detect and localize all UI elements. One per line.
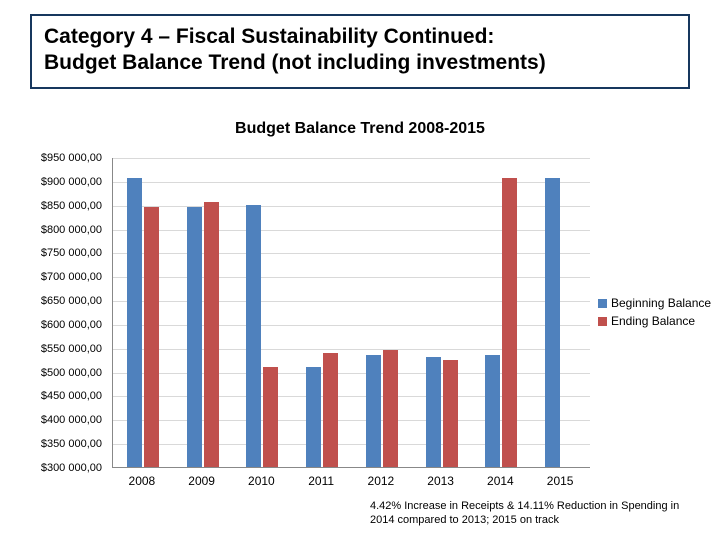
y-tick-label: $450 000,00 <box>41 390 102 402</box>
legend-swatch-icon <box>598 299 607 308</box>
y-tick-label: $550 000,00 <box>41 343 102 355</box>
legend-swatch-icon <box>598 317 607 326</box>
bar-beginning-balance <box>246 205 261 467</box>
bar-ending-balance <box>263 367 278 467</box>
x-tick-label: 2009 <box>188 474 215 488</box>
x-tick-label: 2014 <box>487 474 514 488</box>
legend-item-ending: Ending Balance <box>598 314 711 328</box>
bar-beginning-balance <box>366 355 381 467</box>
x-tick-label: 2013 <box>427 474 454 488</box>
title-line-1: Category 4 – Fiscal Sustainability Conti… <box>44 24 676 50</box>
grid-line <box>113 158 590 159</box>
x-tick-label: 2008 <box>129 474 156 488</box>
y-tick-label: $600 000,00 <box>41 319 102 331</box>
title-box: Category 4 – Fiscal Sustainability Conti… <box>30 14 690 89</box>
bar-ending-balance <box>204 202 219 467</box>
chart-area: $300 000,00$350 000,00$400 000,00$450 00… <box>20 158 590 468</box>
grid-line <box>113 349 590 350</box>
grid-line <box>113 301 590 302</box>
grid-line <box>113 420 590 421</box>
bar-ending-balance <box>502 178 517 467</box>
grid-line <box>113 325 590 326</box>
chart-plot <box>112 158 590 468</box>
bar-ending-balance <box>383 350 398 467</box>
y-tick-label: $650 000,00 <box>41 295 102 307</box>
y-tick-label: $300 000,00 <box>41 462 102 474</box>
grid-line <box>113 230 590 231</box>
bar-ending-balance <box>443 360 458 467</box>
y-tick-label: $750 000,00 <box>41 247 102 259</box>
legend-label: Beginning Balance <box>611 296 711 310</box>
legend: Beginning Balance Ending Balance <box>598 296 711 332</box>
y-tick-label: $900 000,00 <box>41 176 102 188</box>
legend-item-beginning: Beginning Balance <box>598 296 711 310</box>
bar-ending-balance <box>144 207 159 467</box>
y-axis-labels: $300 000,00$350 000,00$400 000,00$450 00… <box>20 158 108 468</box>
bar-beginning-balance <box>127 178 142 467</box>
bar-ending-balance <box>323 353 338 467</box>
bar-beginning-balance <box>426 357 441 467</box>
grid-line <box>113 444 590 445</box>
x-tick-label: 2012 <box>368 474 395 488</box>
grid-line <box>113 396 590 397</box>
bar-beginning-balance <box>545 178 560 467</box>
bar-beginning-balance <box>306 367 321 467</box>
grid-line <box>113 373 590 374</box>
x-tick-label: 2011 <box>308 474 334 488</box>
x-tick-label: 2010 <box>248 474 275 488</box>
grid-line <box>113 277 590 278</box>
grid-line <box>113 206 590 207</box>
y-tick-label: $700 000,00 <box>41 271 102 283</box>
footnote: 4.42% Increase in Receipts & 14.11% Redu… <box>370 500 690 528</box>
x-axis-labels: 2008 2009 2010 2011 2012 2013 2014 2015 <box>112 470 590 490</box>
bar-beginning-balance <box>485 355 500 467</box>
title-line-2: Budget Balance Trend (not including inve… <box>44 50 676 76</box>
y-tick-label: $400 000,00 <box>41 414 102 426</box>
bar-beginning-balance <box>187 207 202 467</box>
grid-line <box>113 182 590 183</box>
y-tick-label: $850 000,00 <box>41 200 102 212</box>
y-tick-label: $350 000,00 <box>41 438 102 450</box>
y-tick-label: $950 000,00 <box>41 152 102 164</box>
chart-title: Budget Balance Trend 2008-2015 <box>0 120 720 138</box>
grid-line <box>113 253 590 254</box>
x-tick-label: 2015 <box>547 474 574 488</box>
y-tick-label: $800 000,00 <box>41 224 102 236</box>
y-tick-label: $500 000,00 <box>41 367 102 379</box>
legend-label: Ending Balance <box>611 314 695 328</box>
